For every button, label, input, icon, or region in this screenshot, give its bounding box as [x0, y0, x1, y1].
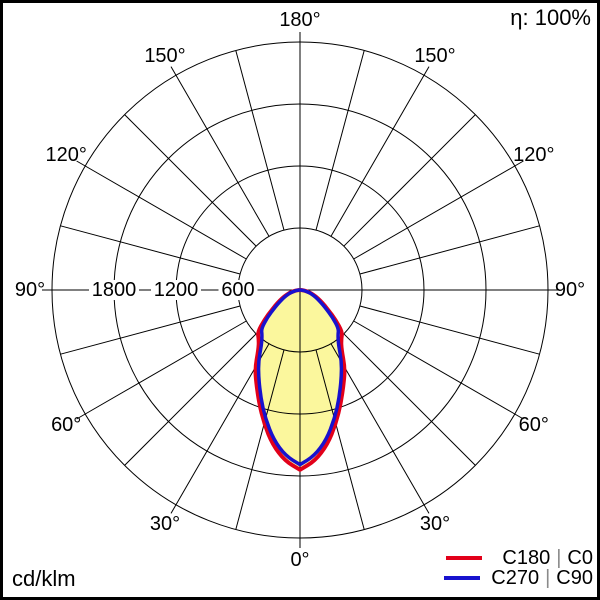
efficiency-label: η: 100% [510, 5, 591, 30]
scale-label-bg-1800 [89, 280, 139, 300]
grid-radial-15 [315, 349, 365, 530]
grid-radial-150 [330, 66, 430, 237]
grid-radial-285 [60, 305, 241, 355]
grid-radial-255 [60, 225, 241, 275]
gamma-label-60-right: 60° [519, 414, 549, 436]
gamma-label-30-left: 30° [150, 513, 180, 535]
gamma-label-0: 0° [290, 549, 309, 571]
radial-scale-labels: 600 1200 1800 [89, 279, 258, 301]
legend-text: C180 [502, 547, 550, 569]
gamma-angle-labels: 0° 30° 30° 60° 60° 90° 90° 120° 120° 150° 150° 180° [15, 9, 585, 571]
scale-label-600: 600 [221, 279, 254, 301]
legend-text: C0 [567, 547, 593, 569]
curve-c270-c90 [256, 288, 344, 467]
legend-separator: | [545, 567, 550, 589]
grid-radial-225 [124, 114, 257, 247]
grid-radial-135 [343, 114, 476, 247]
grid-radial-345 [235, 349, 285, 530]
gamma-label-30-right: 30° [420, 513, 450, 535]
gamma-label-150-left: 150° [144, 45, 185, 67]
legend-label-c0-c180: C180 | C0 [502, 547, 593, 569]
grid-radial-45 [343, 333, 476, 466]
gamma-label-90-left: 90° [15, 279, 45, 301]
grid-radial-30 [330, 343, 430, 514]
legend-label-c90-c270: C270 | C90 [491, 567, 593, 589]
scale-label-1800: 1800 [92, 279, 137, 301]
grid-radial-210 [170, 66, 270, 237]
gamma-label-120-left: 120° [46, 144, 87, 166]
gamma-label-120-right: 120° [513, 144, 554, 166]
scale-label-1200: 1200 [154, 279, 199, 301]
gamma-label-60-left: 60° [51, 414, 81, 436]
grid-radial-240 [76, 160, 247, 260]
legend-text: C270 [491, 567, 539, 589]
grid-radial-75 [359, 305, 540, 355]
gamma-label-180: 180° [279, 9, 320, 31]
unit-label: cd/klm [12, 566, 76, 591]
grid-radial-105 [359, 225, 540, 275]
scale-label-bg-1200 [151, 280, 201, 300]
grid-radial-165 [315, 50, 365, 231]
gamma-label-90-right: 90° [555, 279, 585, 301]
grid-radial-315 [124, 333, 257, 466]
grid-radial-330 [170, 343, 270, 514]
gamma-label-150-right: 150° [414, 45, 455, 67]
grid-radial-60 [353, 320, 524, 420]
scale-label-bg-600 [218, 280, 258, 300]
grid-radial-120 [353, 160, 524, 260]
intensity-curves [253, 288, 347, 472]
legend: C180 | C0 C270 | C90 [444, 547, 593, 589]
legend-text: C90 [556, 567, 593, 589]
grid-radial-195 [235, 50, 285, 231]
legend-separator: | [556, 547, 561, 569]
grid-radial-300 [76, 320, 247, 420]
